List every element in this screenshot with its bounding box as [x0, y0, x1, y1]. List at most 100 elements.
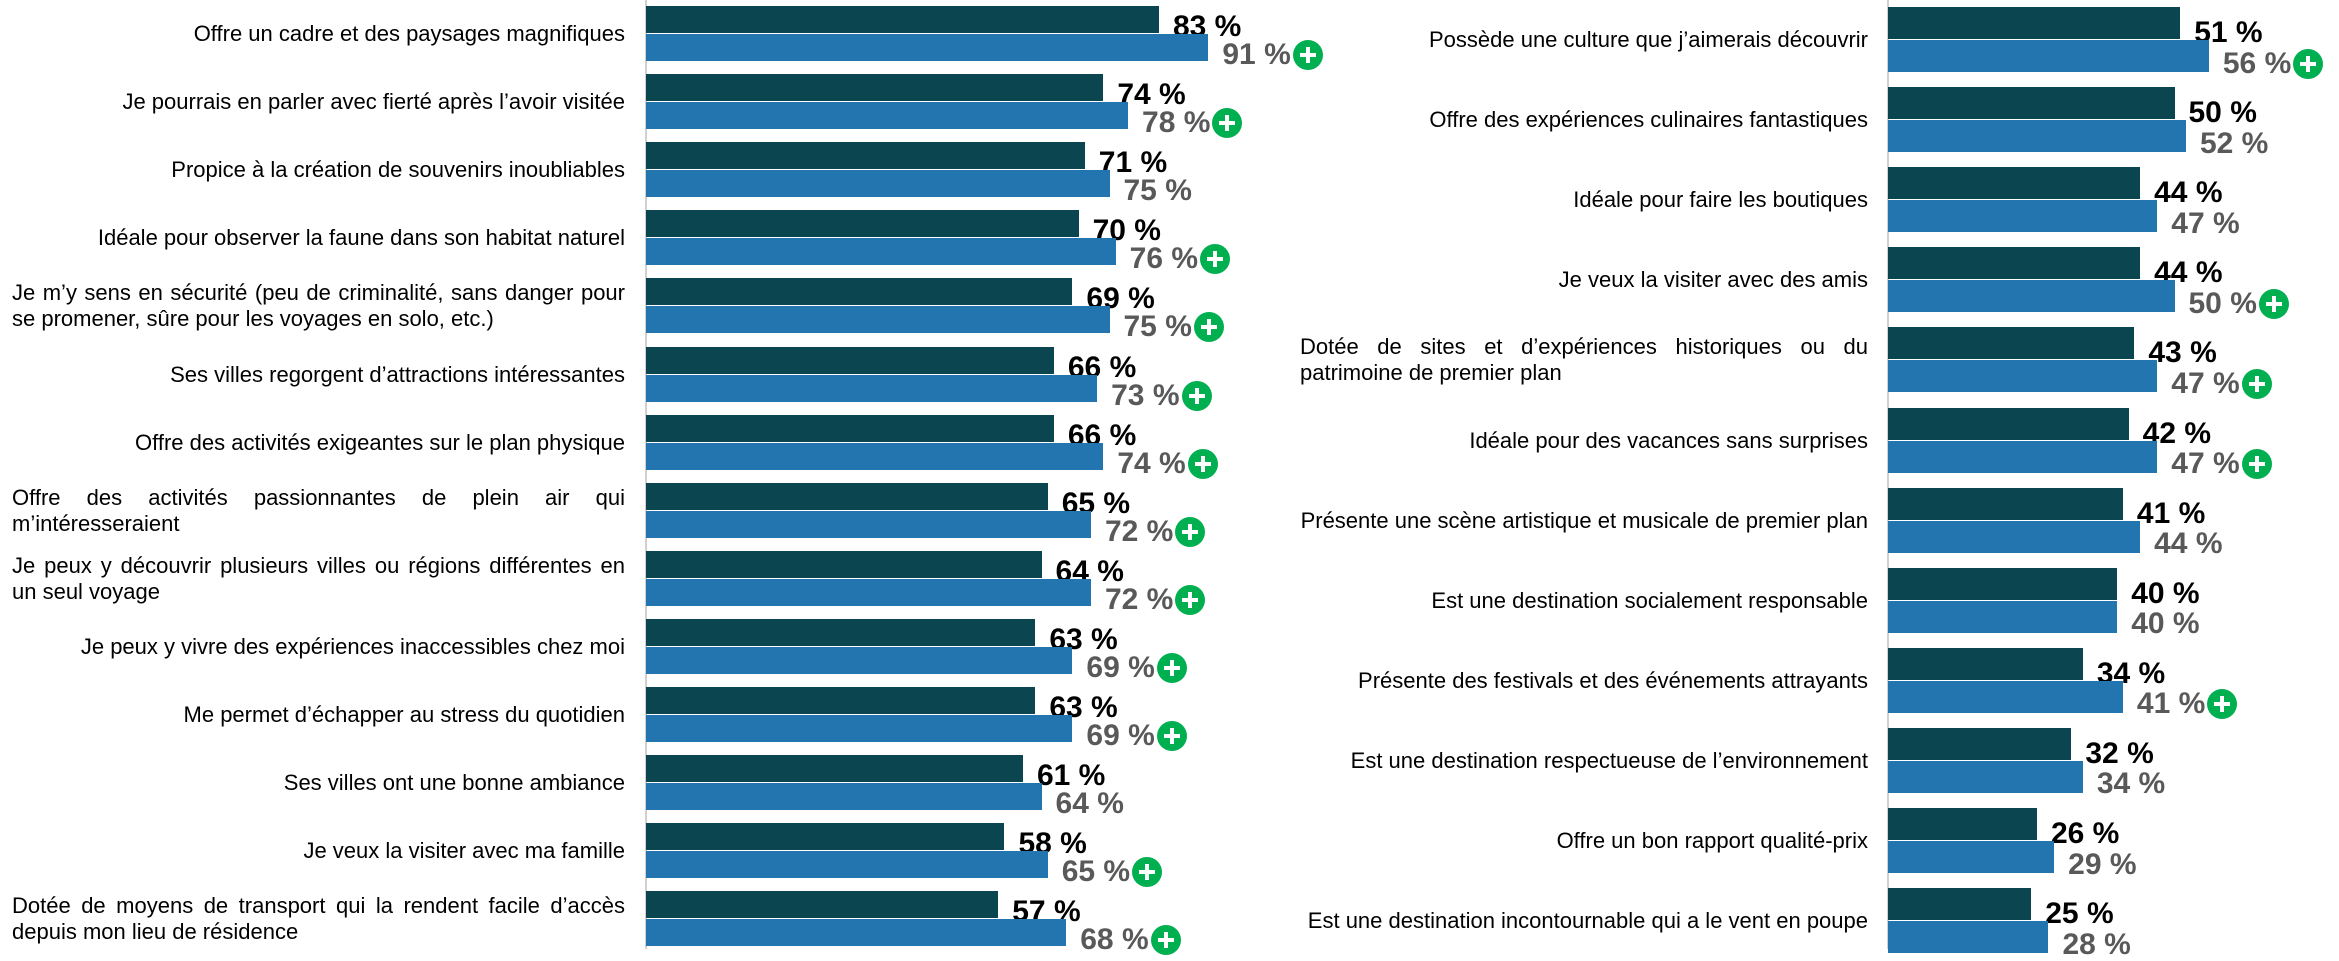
value-label: 74 % — [1117, 78, 1186, 112]
bar — [646, 891, 999, 919]
category-label: Est une destination respectueuse de l’en… — [1300, 728, 1868, 794]
category-label: Dotée de moyens de transport qui la rend… — [12, 891, 625, 947]
bar — [1888, 888, 2032, 921]
significance-marker — [1292, 40, 1323, 70]
bar — [1888, 327, 2135, 360]
category-text: Je veux la visiter avec ma famille — [303, 838, 625, 864]
bar — [1888, 647, 2083, 680]
category-text: Je m’y sens en sécurité (peu de criminal… — [12, 280, 625, 332]
category-text: Je peux y vivre des expériences inaccess… — [80, 633, 625, 659]
bar — [646, 6, 1159, 33]
value-label: 25 % — [2045, 897, 2114, 931]
bar — [646, 755, 1023, 783]
category-text: Présente une scène artistique et musical… — [1300, 507, 1868, 533]
bar — [1888, 520, 2141, 553]
category-label: Présente des festivals et des événements… — [1300, 648, 1868, 714]
bar — [646, 74, 1104, 102]
bar — [1888, 680, 2123, 713]
bar — [646, 34, 1209, 61]
category-text: Idéale pour observer la faune dans son h… — [97, 225, 625, 251]
category-label: Est une destination incontournable qui a… — [1300, 888, 1868, 954]
category-label: Je m’y sens en sécurité (peu de criminal… — [12, 278, 625, 334]
significance-marker — [2241, 368, 2272, 399]
significance-marker — [1132, 857, 1163, 888]
bar — [1888, 487, 2123, 520]
bar — [1888, 40, 2209, 72]
bar — [1888, 727, 2072, 760]
value-label: 47 % — [2171, 206, 2240, 240]
bar — [646, 919, 1067, 947]
value-label: 40 % — [2131, 576, 2200, 610]
significance-marker — [1156, 721, 1187, 751]
value-label: 64 % — [1055, 787, 1124, 821]
category-text: Je veux la visiter avec des amis — [1558, 267, 1868, 293]
category-label: Idéale pour faire les boutiques — [1300, 167, 1868, 233]
value-label: 32 % — [2085, 736, 2154, 770]
value-label: 50 % — [2188, 286, 2257, 320]
bar — [1888, 360, 2158, 393]
value-label: 29 % — [2068, 847, 2137, 881]
significance-marker — [1212, 108, 1243, 139]
bar — [1888, 7, 2181, 39]
bar — [646, 442, 1104, 470]
significance-marker — [2241, 449, 2272, 479]
bar — [646, 687, 1036, 714]
category-label: Ses villes regorgent d’attractions intér… — [12, 347, 625, 403]
category-label: Présente une scène artistique et musical… — [1300, 488, 1868, 554]
value-label: 68 % — [1080, 923, 1149, 957]
value-label: 47 % — [2171, 447, 2240, 480]
value-label: 61 % — [1036, 759, 1106, 793]
value-label: 47 % — [2171, 366, 2240, 400]
category-text: Me permet d’échapper au stress du quotid… — [183, 702, 625, 727]
category-label: Offre des activités exigeantes sur le pl… — [12, 415, 625, 471]
bar — [646, 238, 1116, 266]
category-label: Est une destination socialement responsa… — [1300, 568, 1868, 634]
bar — [646, 142, 1085, 170]
bar — [1888, 841, 2055, 873]
category-text: Idéale pour faire les boutiques — [1573, 187, 1868, 213]
bar — [646, 346, 1054, 374]
bar — [1888, 280, 2175, 313]
value-label: 73 % — [1111, 378, 1180, 412]
category-label: Je veux la visiter avec des amis — [1300, 247, 1868, 313]
category-text: Dotée de sites et d’expériences historiq… — [1300, 334, 1868, 386]
category-label: Possède une culture que j’aimerais décou… — [1300, 7, 1868, 73]
value-label: 72 % — [1104, 514, 1174, 548]
category-label: Je pourrais en parler avec fierté après … — [12, 74, 625, 130]
value-label: 91 % — [1222, 38, 1291, 71]
category-label: Je peux y découvrir plusieurs villes ou … — [12, 551, 625, 607]
bar — [1888, 167, 2141, 200]
bar — [646, 550, 1042, 578]
value-label: 52 % — [2199, 126, 2269, 160]
significance-marker — [1187, 448, 1218, 479]
significance-marker — [1181, 380, 1212, 411]
category-label: Me permet d’échapper au stress du quotid… — [12, 687, 625, 743]
bar — [1888, 120, 2186, 153]
category-text: Dotée de moyens de transport qui la rend… — [12, 893, 625, 945]
category-label: Offre un bon rapport qualité-prix — [1300, 808, 1868, 874]
axis-line — [645, 0, 647, 949]
category-label: Je peux y vivre des expériences inaccess… — [12, 619, 625, 675]
category-text: Idéale pour des vacances sans surprises — [1469, 427, 1868, 453]
value-label: 74 % — [1117, 446, 1186, 480]
significance-marker — [1175, 584, 1206, 615]
value-label: 28 % — [2062, 927, 2131, 961]
bar — [1888, 600, 2118, 633]
bar — [646, 646, 1073, 674]
bar — [646, 715, 1073, 742]
category-label: Offre des activités passionnantes de ple… — [12, 483, 625, 539]
category-text: Offre des activités exigeantes sur le pl… — [135, 429, 625, 455]
significance-marker — [1156, 652, 1187, 683]
bar — [1888, 440, 2158, 473]
axis-line — [1887, 0, 1889, 949]
category-text: Offre des activités passionnantes de ple… — [12, 484, 625, 536]
bar — [646, 102, 1129, 130]
bar — [646, 210, 1079, 238]
significance-marker — [2207, 689, 2238, 720]
category-label: Idéale pour des vacances sans surprises — [1300, 408, 1868, 474]
category-label: Offre des expériences culinaires fantast… — [1300, 87, 1868, 153]
value-label: 72 % — [1104, 582, 1174, 616]
bar — [1888, 407, 2129, 440]
value-label: 76 % — [1129, 242, 1199, 276]
